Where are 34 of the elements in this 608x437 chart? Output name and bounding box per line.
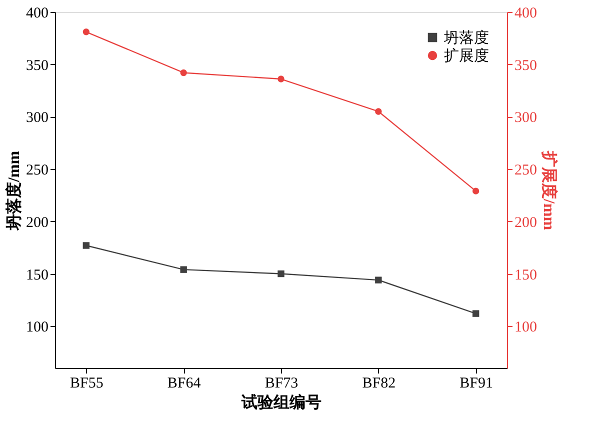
y2-tick-label: 200	[514, 214, 537, 231]
point	[82, 242, 90, 249]
y2-tick-label: 100	[514, 320, 537, 336]
x-tick-label: BF73	[264, 376, 298, 392]
x-tick-label: BF55	[70, 376, 104, 392]
y2-tick-label: 350	[514, 58, 537, 74]
y-tick-label: 400	[26, 6, 48, 22]
y-tick-label: 100	[26, 320, 48, 336]
x-tick-label: BF82	[362, 376, 396, 392]
point	[180, 266, 187, 273]
y2-tick-label: 150	[514, 267, 537, 284]
point	[472, 310, 480, 317]
legend-label: 坍落度	[443, 30, 489, 46]
x-axis-title: 试验组编号	[240, 394, 322, 412]
x-tick-label: BF91	[460, 376, 494, 392]
point	[278, 76, 284, 82]
y-tick-label: 250	[26, 162, 48, 179]
y2-tick-label: 400	[514, 6, 537, 22]
point	[375, 108, 382, 115]
x-tick-label: BF64	[167, 376, 202, 392]
y2-tick-label: 250	[514, 162, 537, 179]
point	[472, 188, 480, 194]
y2-tick-label: 300	[514, 110, 537, 126]
point	[278, 270, 284, 278]
y2-axis-title: 扩展度/mm	[540, 150, 559, 231]
y-tick-label: 150	[26, 267, 48, 284]
point	[180, 69, 187, 76]
y-tick-label: 300	[26, 110, 48, 126]
legend-label: 扩展度	[444, 48, 489, 64]
y-tick-label: 200	[26, 214, 48, 231]
point	[82, 28, 90, 36]
point	[375, 276, 382, 284]
y-tick-label: 350	[26, 58, 48, 74]
y-axis-title: 坍落度/mm	[4, 150, 23, 232]
